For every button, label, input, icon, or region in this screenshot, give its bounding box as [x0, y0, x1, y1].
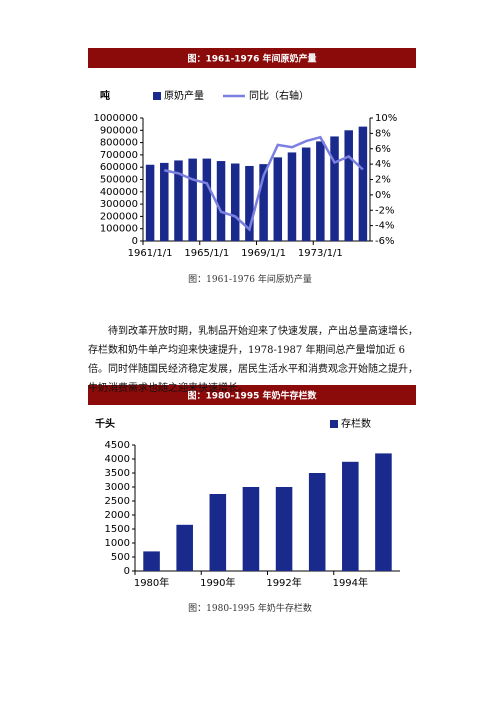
legend-label: 同比（右轴）	[249, 89, 309, 102]
paragraph: 待到改革开放时期，乳制品开始迎来了快速发展，产出总量高速增长，存栏数和奶牛单产均…	[88, 326, 418, 394]
legend-label: 存栏数	[341, 417, 371, 430]
y-tick-label: 200000	[100, 211, 138, 222]
bar	[259, 164, 268, 241]
y-tick-label: 100000	[100, 224, 138, 235]
bar	[230, 163, 240, 241]
y-tick-label: 2000	[105, 510, 130, 521]
caption: 图：1980-1995 年奶牛存栏数	[188, 604, 312, 614]
line	[164, 135, 364, 232]
bar	[145, 164, 155, 241]
chart-title: 图：1980-1995 年奶牛存栏数	[188, 390, 318, 402]
bar	[375, 453, 392, 571]
y2-tick-label: -6%	[375, 236, 394, 247]
bar	[209, 494, 227, 571]
bar	[344, 130, 353, 241]
y2-tick-label: -4%	[375, 221, 394, 232]
y-tick-label: 1500	[105, 524, 130, 535]
y-tick-label: 300000	[100, 199, 138, 210]
y-tick-label: 1000	[105, 538, 130, 549]
bar	[202, 158, 212, 241]
y2-tick-label: 0%	[375, 190, 391, 201]
y-tick-label: 4000	[105, 454, 130, 465]
bar	[216, 161, 226, 241]
x-tick-label: 1992年	[266, 576, 301, 589]
bar	[245, 165, 254, 241]
y2-tick-label: 10%	[375, 113, 397, 124]
x-tick-label: 1994年	[333, 576, 368, 589]
y-tick-label: 2500	[105, 496, 130, 507]
y-unit: 吨	[100, 89, 110, 102]
legend-swatch	[330, 420, 338, 428]
title-bar	[88, 385, 416, 405]
x-tick-label: 1980年	[134, 576, 169, 589]
y2-tick-label: 2%	[375, 175, 391, 186]
y-tick-label: 800000	[100, 138, 138, 149]
y2-tick-label: 8%	[375, 128, 391, 139]
bar	[275, 487, 293, 571]
x-tick-label: 1961/1/1	[128, 248, 173, 259]
bar	[176, 524, 193, 571]
x-tick-label: 1969/1/1	[241, 248, 286, 259]
y-tick-label: 3500	[105, 468, 130, 479]
bar	[342, 461, 359, 571]
x-tick-label: 1990年	[200, 576, 235, 589]
y-unit: 千头	[95, 417, 115, 430]
y-tick-label: 1000000	[93, 113, 138, 124]
caption: 图：1961-1976 年间原奶产量	[188, 275, 312, 285]
bar	[287, 152, 297, 241]
title-bar	[88, 48, 416, 68]
chart-title: 图：1961-1976 年间原奶产量	[188, 53, 317, 65]
bar	[330, 136, 339, 241]
y2-tick-label: 6%	[375, 144, 391, 155]
y2-tick-label: 4%	[375, 159, 391, 170]
bar	[174, 160, 183, 241]
bar	[242, 487, 260, 571]
legend-label: 原奶产量	[164, 89, 204, 102]
y2-tick-label: -2%	[375, 205, 394, 216]
y-tick-label: 0	[132, 236, 138, 247]
bar	[273, 157, 283, 241]
bar	[160, 162, 169, 241]
legend-swatch	[153, 92, 161, 100]
bar	[316, 141, 325, 241]
y-tick-label: 500	[111, 552, 130, 563]
y-tick-label: 4500	[105, 440, 130, 451]
y-tick-label: 900000	[100, 125, 138, 136]
y-tick-label: 700000	[100, 150, 138, 161]
y-tick-label: 400000	[100, 187, 138, 198]
y-tick-label: 600000	[100, 162, 138, 173]
bar	[358, 126, 368, 241]
x-tick-label: 1965/1/1	[184, 248, 229, 259]
x-tick-label: 1973/1/1	[298, 248, 343, 259]
bar	[308, 473, 326, 571]
y-tick-label: 0	[124, 566, 130, 577]
bar	[188, 158, 197, 241]
bar	[301, 147, 311, 241]
y-tick-label: 3000	[105, 482, 130, 493]
y-tick-label: 500000	[100, 175, 138, 186]
bar	[143, 551, 160, 571]
